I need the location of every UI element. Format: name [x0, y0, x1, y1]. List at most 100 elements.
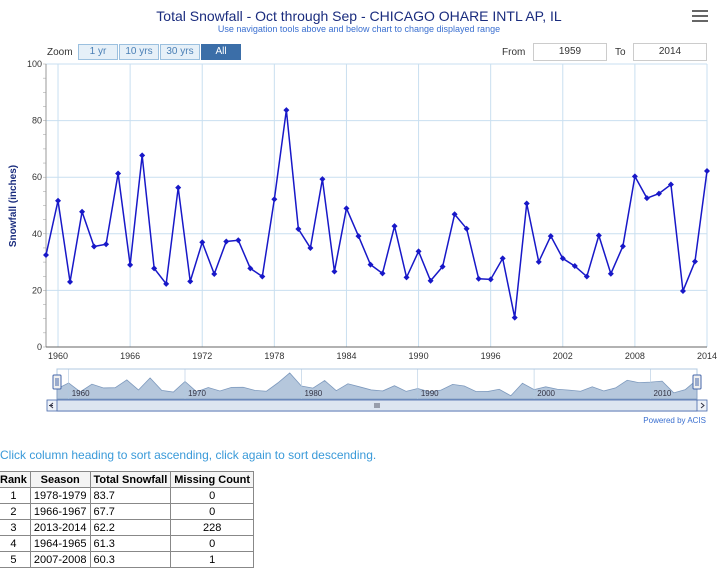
y-axis: 0 20 40 60 80 100: [27, 59, 47, 352]
data-point: [283, 107, 290, 114]
data-point: [475, 275, 482, 282]
data-point: [319, 176, 326, 183]
zoom-1yr-button[interactable]: 1 yr: [78, 44, 118, 60]
data-point: [487, 276, 494, 283]
data-point: [115, 170, 122, 177]
data-point: [463, 225, 470, 232]
chart-subtitle: Use navigation tools above and below cha…: [217, 24, 501, 34]
data-point: [595, 232, 602, 239]
data-point: [211, 270, 218, 277]
data-point: [391, 223, 398, 230]
x-tick-label: 2008: [625, 351, 645, 361]
rank-cell: 2: [0, 503, 31, 520]
data-point: [367, 261, 374, 268]
data-point: [439, 263, 446, 270]
navigator-right-handle: [692, 374, 702, 390]
from-year-input[interactable]: 1959: [533, 43, 607, 61]
data-point: [331, 268, 338, 275]
ranking-table: Rank Season Total Snowfall Missing Count…: [0, 471, 255, 568]
scroll-left-arrow-icon: [49, 402, 54, 409]
season-header[interactable]: Season: [29, 471, 91, 488]
data-point: [187, 278, 194, 285]
data-point: [607, 270, 614, 277]
data-point: [67, 278, 74, 285]
sort-instruction: Click column heading to sort ascending, …: [0, 448, 377, 462]
ranking-table-body: 1 1978-1979 83.7 0 2 1966-1967 67.7 0 3 2013-2014…: [0, 487, 255, 568]
x-tick-label: 1972: [192, 351, 212, 361]
data-point: [139, 152, 146, 159]
y-tick-label: 100: [27, 59, 42, 69]
y-tick-label: 60: [32, 172, 42, 182]
missing-count-cell: 0: [170, 535, 255, 552]
data-point: [151, 265, 158, 272]
navigator-tick-label: 2000: [537, 389, 555, 398]
data-point: [679, 287, 686, 294]
x-tick-label: 2002: [553, 351, 573, 361]
total-snowfall-header[interactable]: Total Snowfall: [89, 471, 172, 488]
zoom-button-group: 1 yr 10 yrs 30 yrs All: [78, 44, 242, 60]
data-point: [103, 241, 110, 248]
data-point: [343, 205, 350, 212]
rank-cell: 3: [0, 519, 31, 536]
snowfall-line-chart: 0 20 40 60 80 100 1960 1966 1972 1978 1984 1990 199…: [8, 59, 717, 425]
season-cell: 2007-2008: [29, 551, 91, 568]
data-point: [691, 258, 698, 265]
data-point: [271, 196, 278, 203]
data-point: [199, 239, 206, 246]
scroll-right-arrow-icon: [700, 402, 705, 409]
rank-header[interactable]: Rank: [0, 471, 31, 488]
data-point: [403, 274, 410, 281]
x-axis: 1960 1966 1972 1978 1984 1990 1996 2002 2008 2014: [46, 346, 717, 361]
missing-count-cell: 0: [170, 487, 255, 504]
data-point: [355, 233, 362, 240]
data-point: [175, 184, 182, 191]
data-point: [535, 258, 542, 265]
total-snowfall-cell: 83.7: [89, 487, 172, 504]
data-point: [415, 248, 422, 255]
navigator-tick-label: 1960: [72, 389, 90, 398]
data-point: [55, 197, 62, 204]
to-label: To: [615, 47, 626, 58]
missing-count-cell: 0: [170, 503, 255, 520]
missing-count-header[interactable]: Missing Count: [170, 471, 255, 488]
navigator-left-handle: [52, 374, 62, 390]
zoom-label: Zoom: [47, 47, 73, 58]
data-point: [295, 225, 302, 232]
missing-count-cell: 228: [170, 519, 255, 536]
powered-by-label[interactable]: Powered by ACIS: [643, 416, 706, 425]
to-year-input[interactable]: 2014: [633, 43, 707, 61]
x-tick-label: 1978: [264, 351, 284, 361]
data-point: [511, 314, 518, 321]
zoom-10yrs-button[interactable]: 10 yrs: [119, 44, 159, 60]
y-tick-label: 80: [32, 116, 42, 126]
data-point: [619, 243, 626, 250]
snowfall-series: [43, 107, 710, 321]
x-tick-label: 1990: [409, 351, 429, 361]
data-point: [91, 243, 98, 250]
data-point: [43, 252, 49, 259]
hamburger-menu-icon[interactable]: [692, 10, 708, 22]
data-point: [523, 200, 530, 207]
table-row: 3 2013-2014 62.2 228: [0, 519, 255, 536]
x-tick-label: 1960: [48, 351, 68, 361]
zoom-all-button[interactable]: All: [201, 44, 241, 60]
data-point: [259, 273, 266, 280]
missing-count-cell: 1: [170, 551, 255, 568]
table-row: 4 1964-1965 61.3 0: [0, 535, 255, 552]
table-row: 1 1978-1979 83.7 0: [0, 487, 255, 504]
rank-cell: 1: [0, 487, 31, 504]
x-tick-label: 1966: [120, 351, 140, 361]
data-point: [163, 280, 170, 287]
zoom-30yrs-button[interactable]: 30 yrs: [160, 44, 200, 60]
season-cell: 1978-1979: [29, 487, 91, 504]
data-point: [499, 255, 506, 262]
navigator[interactable]: 1960 1970 1980 1990 2000 2010: [46, 368, 708, 412]
data-point: [704, 167, 710, 174]
navigator-area: [56, 372, 698, 400]
data-point: [655, 190, 662, 197]
data-point: [247, 265, 254, 272]
y-tick-label: 20: [32, 285, 42, 295]
x-tick-label: 2014: [697, 351, 717, 361]
data-point: [631, 173, 638, 180]
data-point: [427, 277, 434, 284]
